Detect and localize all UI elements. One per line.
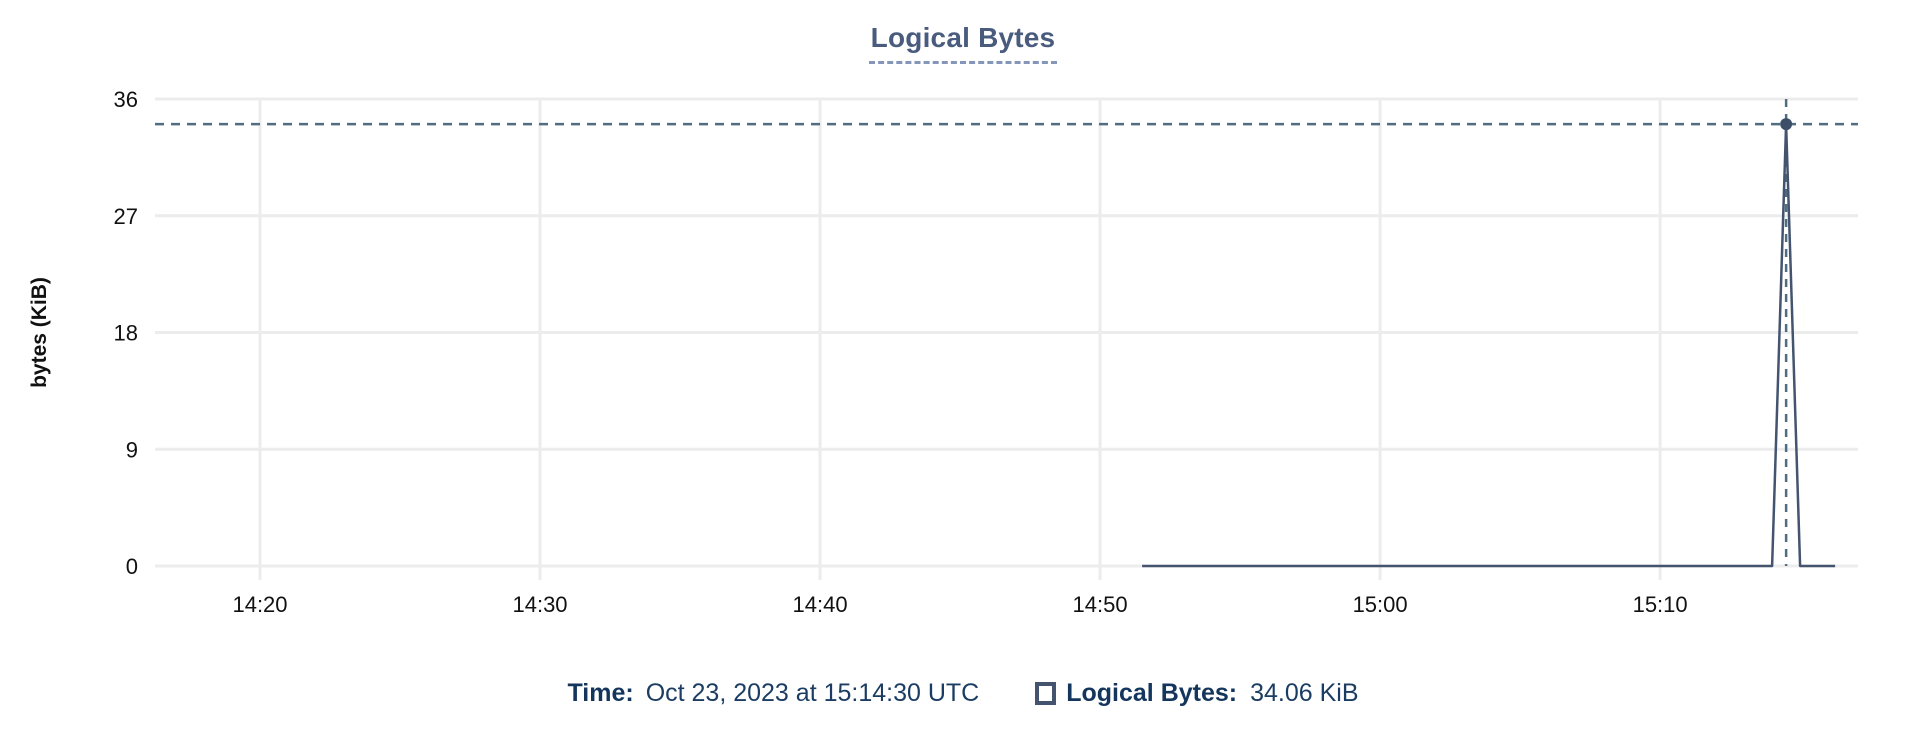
hover-point-dot [1780, 118, 1793, 131]
hover-time-label: Time: [567, 679, 634, 707]
hover-readout: Time: Oct 23, 2023 at 15:14:30 UTC Logic… [0, 676, 1926, 710]
x-tick-label: 14:50 [1073, 592, 1128, 617]
series-swatch-icon [1035, 681, 1057, 705]
series-line-logical-bytes [1142, 122, 1836, 568]
y-axis-title: bytes (KiB) [28, 277, 51, 388]
legend-series-label: Logical Bytes: [1066, 679, 1238, 707]
y-tick-label: 36 [114, 87, 138, 112]
y-tick-label: 0 [126, 554, 138, 579]
x-tick-label: 14:20 [232, 592, 287, 617]
chart-plot[interactable]: 0 9 18 27 36 14:20 14:30 14:40 14:50 15:00 15:10 by… [0, 0, 1926, 660]
y-tick-label: 27 [114, 204, 138, 229]
chart-title-row: Logical Bytes [0, 22, 1926, 64]
y-tick-label: 9 [126, 437, 138, 462]
chart-title[interactable]: Logical Bytes [868, 22, 1058, 64]
legend-series-value: 34.06 KiB [1250, 679, 1359, 707]
hover-time-value: Oct 23, 2023 at 15:14:30 UTC [645, 679, 980, 707]
legend-item-logical-bytes[interactable]: Logical Bytes: 34.06 KiB [1035, 676, 1359, 710]
x-tick-label: 14:30 [512, 592, 567, 617]
x-tick-label: 15:10 [1633, 592, 1688, 617]
x-tick-label: 14:40 [793, 592, 848, 617]
x-tick-label: 15:00 [1353, 592, 1408, 617]
y-tick-label: 18 [114, 321, 138, 346]
hover-time: Time: Oct 23, 2023 at 15:14:30 UTC [567, 676, 979, 710]
